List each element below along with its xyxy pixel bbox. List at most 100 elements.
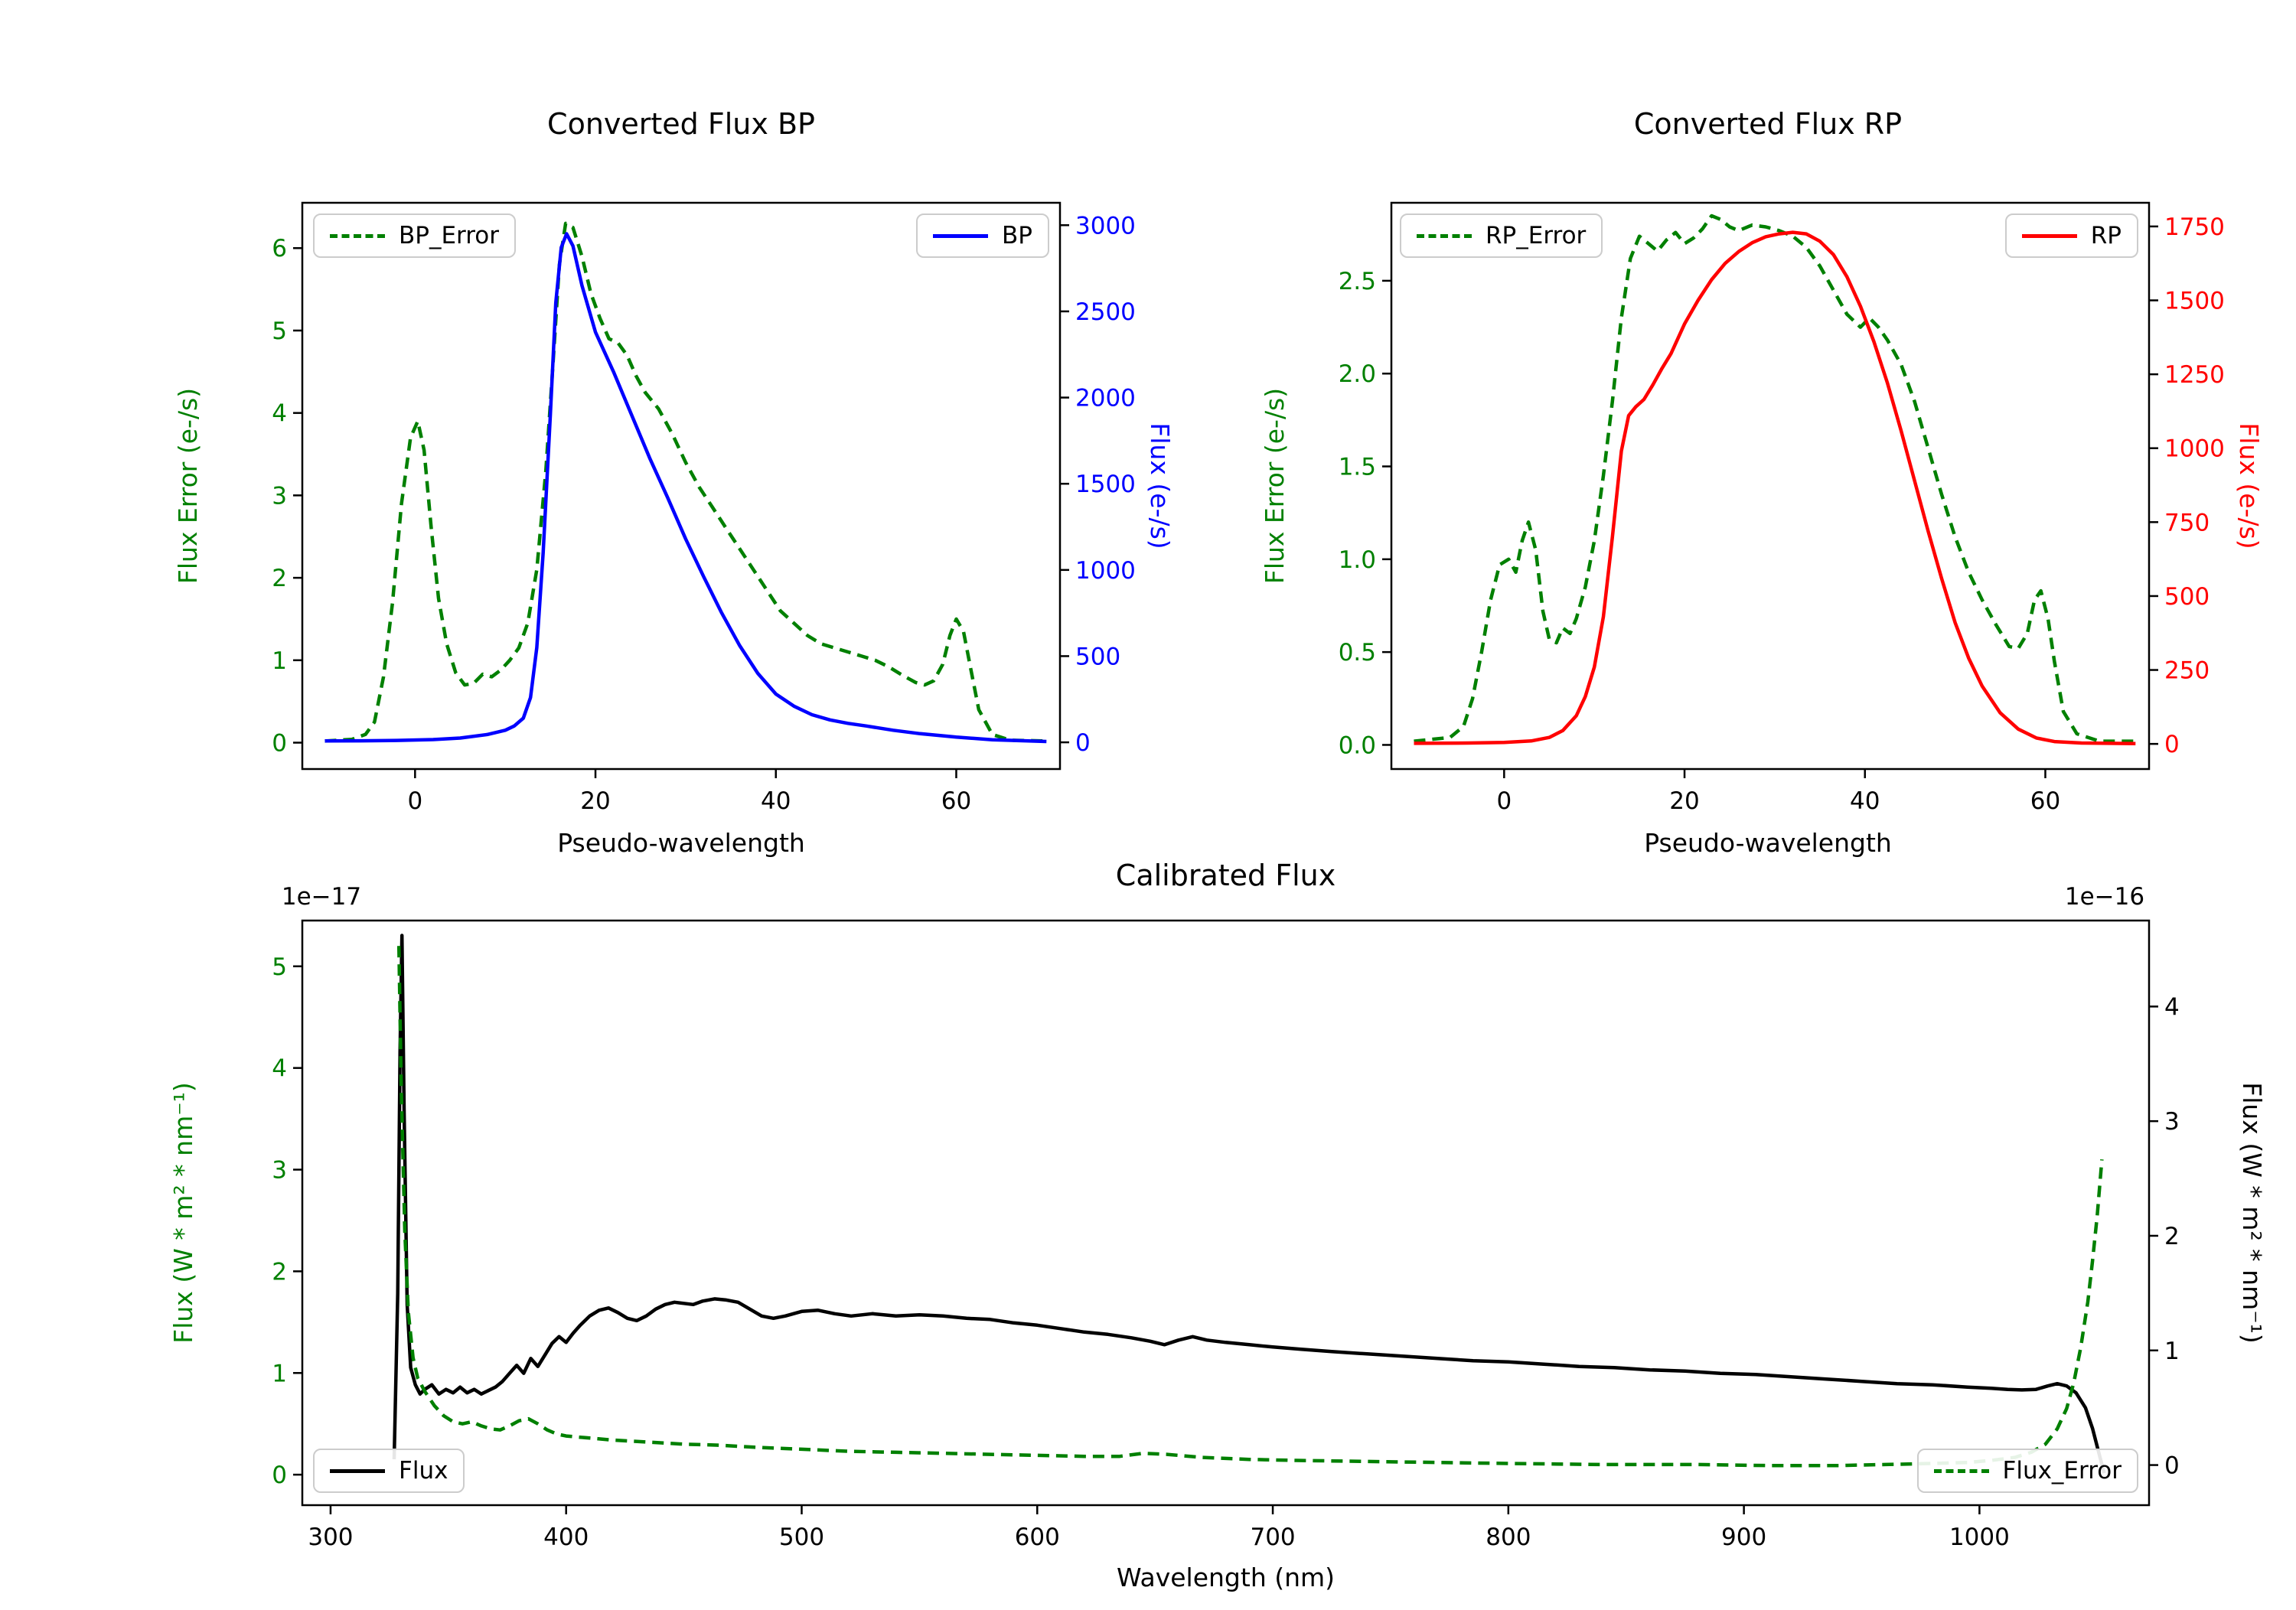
- series-RP_Error: [1414, 213, 2136, 743]
- tick-label: 3: [272, 1157, 287, 1185]
- legend-label: BP_Error: [399, 222, 500, 249]
- series-BP_Error: [325, 221, 1047, 743]
- plot-svg: 300 400 500 600 700 800 900 1000 0 1 2 3 4 5 0 1 2 3 4: [272, 919, 2180, 1551]
- plot-area-bp: 0 20 40 60 0 1 2 3 4 5 6 0 500 1000 1500 2000 2500 3000: [153, 92, 1240, 949]
- tick-label: 1: [272, 647, 287, 675]
- tick-label: 20: [1669, 787, 1699, 815]
- legend-line-sample-solid: [330, 1468, 385, 1473]
- legend-rp-error: RP_Error: [1400, 213, 1603, 258]
- legend-rp: RP: [2004, 213, 2138, 258]
- legend-flux: Flux: [313, 1449, 465, 1493]
- chart-converted-flux-bp: 0 20 40 60 0 1 2 3 4 5 6 0 500 1000 1500 2000 2500 3000 C…: [153, 92, 1240, 949]
- y-axis-label-right: Flux (W * m² * nm⁻¹): [2237, 1082, 2267, 1344]
- tick-label: 4: [272, 1055, 287, 1083]
- chart-title-calibrated: Calibrated Flux: [1115, 859, 1336, 892]
- series-Flux: [392, 934, 2106, 1474]
- legend-line-sample-solid: [933, 233, 989, 238]
- legend-label: BP: [1002, 222, 1032, 249]
- tick-label: 0.5: [1339, 639, 1376, 666]
- series-RP: [1414, 230, 2136, 746]
- y-axis-label-left: Flux Error (e-/s): [1260, 387, 1290, 585]
- tick-label: 1500: [1075, 471, 1136, 498]
- plot-area-calibrated: 300 400 500 600 700 800 900 1000 0 1 2 3 4 5 0 1 2 3 4: [153, 803, 2265, 1607]
- y-axis-label-right: Flux (e-/s): [2234, 422, 2264, 549]
- y-axis-label-right: Flux (e-/s): [1145, 422, 1175, 549]
- tick-label: 500: [2164, 583, 2210, 611]
- tick-label: 500: [1075, 643, 1120, 670]
- tick-label: 0: [1496, 787, 1512, 815]
- tick-label: 500: [779, 1524, 824, 1551]
- tick-label: 0: [2164, 731, 2180, 758]
- tick-label: 3: [2164, 1108, 2180, 1136]
- tick-label: 750: [2164, 509, 2210, 536]
- legend-flux-error: Flux_Error: [1916, 1449, 2138, 1493]
- tick-label: 1750: [2164, 213, 2225, 241]
- tick-label: 3: [272, 482, 287, 510]
- tick-label: 2: [272, 565, 287, 592]
- tick-label: 0: [1075, 729, 1091, 757]
- tick-label: 2.5: [1339, 268, 1376, 295]
- legend-label: RP: [2090, 222, 2122, 249]
- tick-label: 4: [272, 400, 287, 428]
- tick-label: 1000: [1949, 1524, 2010, 1551]
- axes-frame: [301, 919, 2151, 1507]
- tick-label: 40: [761, 787, 791, 815]
- legend-line-sample-dashed: [1417, 233, 1472, 238]
- tick-label: 700: [1250, 1524, 1295, 1551]
- tick-label: 1250: [2164, 361, 2225, 389]
- tick-label: 250: [2164, 657, 2210, 685]
- legend-label: RP_Error: [1486, 222, 1587, 249]
- tick-label: 400: [543, 1524, 589, 1551]
- tick-label: 1000: [2164, 435, 2225, 463]
- tick-label: 3000: [1075, 212, 1136, 240]
- legend-line-sample-dashed: [1933, 1468, 1989, 1473]
- chart-title-bp: Converted Flux BP: [547, 107, 815, 141]
- y-axis-label-left: Flux (W * m² * nm⁻¹): [168, 1082, 198, 1344]
- tick-label: 6: [272, 235, 287, 262]
- x-axis-label: Pseudo-wavelength: [557, 828, 805, 858]
- tick-label: 2000: [1075, 385, 1136, 412]
- chart-title-rp: Converted Flux RP: [1633, 107, 1903, 141]
- axis-offset-right: 1e−16: [2064, 883, 2145, 911]
- tick-label: 1000: [1075, 557, 1136, 585]
- chart-calibrated-flux: 300 400 500 600 700 800 900 1000 0 1 2 3 4 5 0 1 2 3 4 Cal…: [153, 803, 2267, 1607]
- tick-label: 0: [272, 730, 287, 758]
- legend-line-sample-solid: [2021, 233, 2077, 238]
- x-axis-label: Pseudo-wavelength: [1644, 828, 1892, 858]
- tick-label: 2: [272, 1258, 287, 1286]
- tick-label: 600: [1015, 1524, 1060, 1551]
- tick-label: 1.5: [1339, 454, 1376, 481]
- tick-label: 800: [1486, 1524, 1531, 1551]
- tick-label: 1: [272, 1360, 287, 1387]
- plot-svg: 0 20 40 60 0.0 0.5 1.0 1.5 2.0 2.5 0 250 500 750 1000 1…: [1339, 201, 2225, 815]
- tick-label: 0: [407, 787, 422, 815]
- legend-label: Flux_Error: [2002, 1457, 2122, 1485]
- tick-label: 1500: [2164, 288, 2225, 315]
- tick-label: 1.0: [1339, 546, 1376, 574]
- tick-label: 1: [2164, 1338, 2180, 1365]
- tick-label: 60: [2030, 787, 2060, 815]
- tick-label: 2.0: [1339, 360, 1376, 388]
- tick-label: 900: [1721, 1524, 1766, 1551]
- tick-label: 2500: [1075, 298, 1136, 326]
- legend-bp: BP: [916, 213, 1049, 258]
- tick-label: 300: [308, 1524, 353, 1551]
- plot-area-rp: 0 20 40 60 0.0 0.5 1.0 1.5 2.0 2.5 0 250 500 750 1000 1…: [1240, 92, 2296, 949]
- y-axis-label-left: Flux Error (e-/s): [173, 387, 203, 585]
- chart-converted-flux-rp: 0 20 40 60 0.0 0.5 1.0 1.5 2.0 2.5 0 250 500 750 1000 1…: [1240, 92, 2296, 949]
- series-BP: [325, 232, 1047, 744]
- axes-frame: [301, 201, 1062, 771]
- tick-label: 0: [272, 1462, 287, 1489]
- tick-label: 5: [272, 318, 287, 345]
- tick-label: 0.0: [1339, 732, 1376, 759]
- tick-label: 4: [2164, 993, 2180, 1021]
- tick-label: 20: [580, 787, 610, 815]
- tick-label: 60: [941, 787, 971, 815]
- legend-bp-error: BP_Error: [313, 213, 517, 258]
- tick-label: 40: [1850, 787, 1880, 815]
- series-Flux_Error: [396, 946, 2104, 1468]
- tick-label: 5: [272, 953, 287, 981]
- axes-frame: [1390, 201, 2151, 771]
- legend-line-sample-dashed: [330, 233, 385, 238]
